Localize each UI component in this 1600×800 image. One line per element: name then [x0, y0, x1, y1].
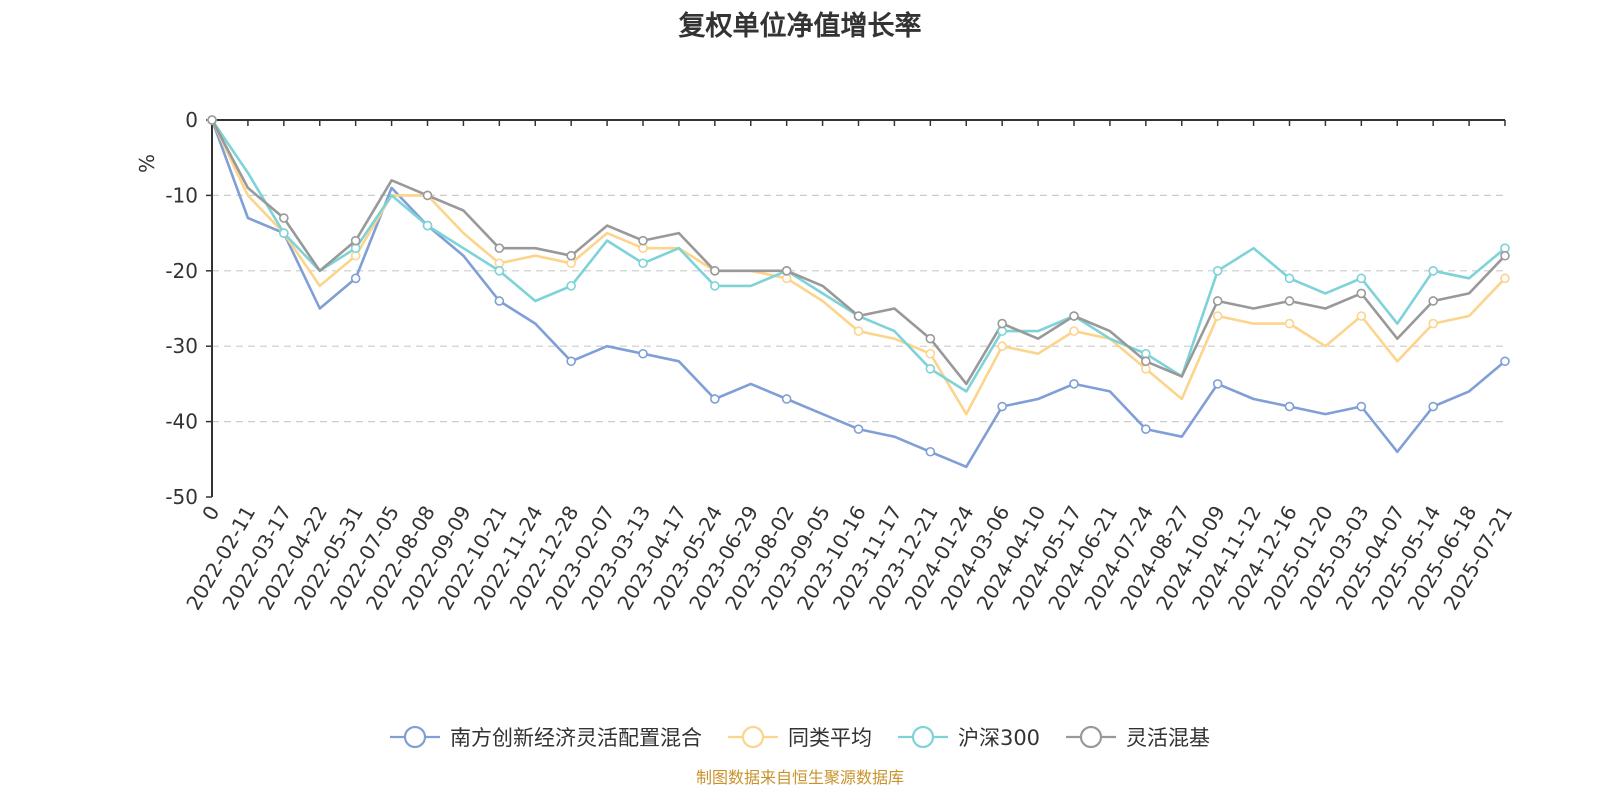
data-point[interactable] [566, 250, 576, 261]
y-tick-label: -30 [165, 334, 198, 358]
series-lines [210, 119, 1506, 469]
data-point[interactable] [710, 394, 720, 404]
data-point[interactable] [1212, 265, 1223, 276]
data-point[interactable] [925, 364, 936, 374]
data-point[interactable] [422, 220, 433, 231]
data-point[interactable] [1500, 356, 1510, 367]
data-point[interactable] [1069, 311, 1079, 321]
data-point[interactable] [1069, 326, 1079, 336]
data-point[interactable] [781, 265, 792, 276]
data-point[interactable] [1284, 401, 1295, 412]
legend-label: 同类平均 [787, 726, 872, 750]
data-point[interactable] [997, 318, 1007, 329]
data-point[interactable] [1212, 311, 1223, 321]
data-point[interactable] [997, 341, 1007, 352]
grid-lines [212, 194, 1505, 423]
data-point[interactable] [853, 326, 864, 336]
legend-swatch-icon [727, 725, 778, 749]
data-point[interactable] [1500, 273, 1510, 284]
data-point[interactable] [997, 401, 1007, 412]
data-point[interactable] [1500, 250, 1510, 261]
data-point[interactable] [1356, 288, 1367, 299]
legend-item-3[interactable]: 灵活混基 [1066, 722, 1210, 752]
legend-label: 南方创新经济灵活配置混合 [449, 726, 702, 750]
y-tick-label: 0 [185, 108, 198, 132]
data-point[interactable] [1356, 311, 1367, 321]
data-point[interactable] [853, 424, 864, 434]
data-point[interactable] [1428, 265, 1438, 276]
series-line-2 [210, 119, 1506, 393]
data-point[interactable] [422, 190, 433, 201]
legend-item-0[interactable]: 南方创新经济灵活配置混合 [389, 722, 702, 752]
data-point[interactable] [710, 265, 720, 276]
data-point[interactable] [350, 273, 361, 284]
data-point[interactable] [1141, 356, 1151, 367]
y-tick-label: -50 [165, 485, 198, 509]
x-tick-label: 0 [197, 502, 224, 525]
series-line-0 [210, 119, 1506, 469]
data-point[interactable] [1284, 273, 1295, 284]
legend-swatch-icon [897, 725, 948, 749]
legend-item-2[interactable]: 沪深300 [897, 722, 1041, 752]
data-point[interactable] [494, 265, 505, 276]
y-tick-label: -10 [165, 183, 198, 207]
axes [206, 119, 1506, 498]
data-point[interactable] [638, 348, 648, 359]
axis-labels: 0-10-20-30-40-50%02022-02-112022-03-1720… [135, 108, 1517, 614]
data-point[interactable] [1428, 296, 1438, 306]
data-point[interactable] [494, 296, 505, 306]
legend-item-1[interactable]: 同类平均 [727, 722, 872, 752]
data-point[interactable] [566, 356, 576, 367]
data-point[interactable] [1428, 318, 1438, 329]
data-point[interactable] [1356, 273, 1367, 284]
legend-swatch-icon [389, 725, 440, 749]
data-point[interactable] [494, 243, 505, 253]
data-point[interactable] [925, 446, 936, 457]
data-point[interactable] [925, 333, 936, 344]
y-tick-label: -20 [165, 259, 198, 283]
data-point[interactable] [566, 281, 576, 291]
data-point[interactable] [638, 258, 648, 269]
y-axis-label: % [135, 154, 159, 173]
data-point[interactable] [1212, 379, 1223, 389]
legend-label: 沪深300 [957, 726, 1041, 750]
data-point[interactable] [350, 235, 361, 246]
data-point[interactable] [1212, 296, 1223, 306]
data-point[interactable] [1284, 296, 1295, 306]
data-point[interactable] [1069, 379, 1079, 389]
data-point[interactable] [853, 311, 864, 321]
source-note: 制图数据来自恒生聚源数据库 [695, 768, 904, 787]
series-line-1 [210, 119, 1506, 416]
legend-swatch-icon [1066, 725, 1117, 749]
y-tick-label: -40 [165, 410, 198, 434]
data-point[interactable] [279, 228, 289, 238]
data-point[interactable] [1356, 401, 1367, 412]
data-point[interactable] [781, 394, 792, 404]
series-markers [207, 115, 1510, 457]
data-point[interactable] [1284, 318, 1295, 329]
data-point[interactable] [710, 281, 720, 291]
data-point[interactable] [1141, 424, 1151, 434]
data-point[interactable] [207, 115, 217, 125]
legend: 南方创新经济灵活配置混合 同类平均 沪深300 灵活混基 [0, 722, 1600, 752]
data-point[interactable] [279, 213, 289, 223]
data-point[interactable] [638, 235, 648, 246]
chart-title: 复权单位净值增长率 [678, 11, 922, 42]
data-point[interactable] [1428, 401, 1438, 412]
legend-label: 灵活混基 [1126, 726, 1211, 750]
data-point[interactable] [925, 348, 936, 359]
series-line-3 [210, 119, 1506, 386]
